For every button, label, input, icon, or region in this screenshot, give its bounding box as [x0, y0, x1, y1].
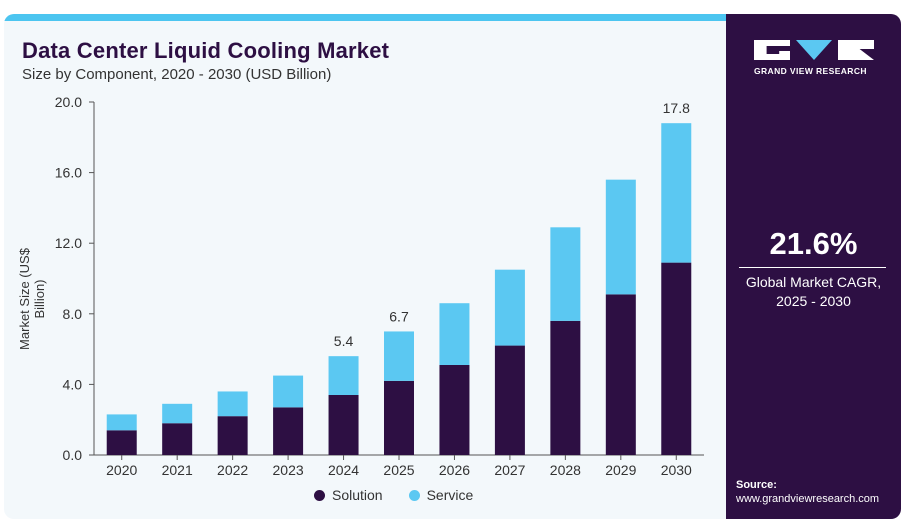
legend-label-service: Service [426, 487, 474, 503]
x-tick-label: 2025 [383, 462, 414, 478]
cagr-value: 21.6% [769, 226, 858, 261]
bar-solution-2029 [605, 294, 636, 455]
bar-service-2030 [661, 123, 692, 263]
bar-service-2023 [273, 375, 304, 408]
y-tick-label: 0.0 [63, 447, 83, 463]
legend-swatch-service [408, 489, 420, 501]
data-label-2025: 6.7 [389, 308, 409, 324]
bar-service-2024 [328, 356, 359, 395]
source-label: Source: [736, 479, 777, 491]
y-tick-label: 20.0 [55, 94, 82, 110]
y-tick-label: 12.0 [55, 235, 82, 251]
bar-service-2022 [217, 391, 248, 417]
bar-solution-2030 [661, 262, 692, 455]
sidebar-panel: GRAND VIEW RESEARCH 21.6% Global Market … [726, 14, 901, 519]
bar-service-2028 [550, 227, 581, 321]
x-tick-label: 2028 [550, 462, 581, 478]
bar-solution-2022 [217, 416, 248, 455]
source-url[interactable]: www.grandviewresearch.com [736, 493, 880, 505]
stacked-bar-chart: 0.0 4.0 8.0 12.0 16.0 20.0 2020 2021 2022 2023 202… [55, 94, 704, 478]
brand-name: GRAND VIEW RESEARCH [754, 66, 867, 76]
bar-solution-2027 [494, 345, 525, 455]
legend-item-solution: Solution [314, 487, 383, 503]
x-tick-label: 2027 [494, 462, 525, 478]
y-tick-label: 4.0 [63, 376, 83, 392]
bar-service-2027 [494, 269, 525, 346]
bar-solution-2028 [550, 320, 581, 455]
legend-label-solution: Solution [332, 487, 383, 503]
bar-solution-2026 [439, 364, 470, 455]
legend-item-service: Service [408, 487, 474, 503]
legend-swatch-solution [314, 489, 325, 501]
infographic-frame: Data Center Liquid Cooling Market Size b… [4, 14, 901, 519]
bar-solution-2020 [106, 430, 137, 455]
x-tick-label: 2022 [217, 462, 248, 478]
bar-service-2026 [439, 303, 470, 365]
brand-logo: GRAND VIEW RESEARCH [754, 40, 878, 76]
bar-solution-2025 [384, 380, 414, 455]
bar-service-2021 [162, 403, 193, 424]
top-accent-bar [4, 14, 726, 21]
x-tick-label: 2026 [439, 462, 470, 478]
data-label-2030: 17.8 [663, 100, 690, 116]
cagr-label-line2: 2025 - 2030 [776, 293, 851, 309]
x-tick-label: 2029 [605, 462, 636, 478]
bar-service-2029 [605, 179, 636, 295]
logo-mark-icon [754, 40, 878, 60]
bar-service-2020 [106, 414, 137, 431]
y-tick-label: 8.0 [63, 306, 83, 322]
x-tick-label: 2021 [162, 462, 193, 478]
bar-solution-2023 [273, 407, 304, 455]
data-label-2024: 5.4 [334, 333, 354, 349]
chart-subtitle: Size by Component, 2020 - 2030 (USD Bill… [22, 66, 332, 83]
chart-title: Data Center Liquid Cooling Market [22, 38, 390, 63]
cagr-divider [739, 267, 886, 268]
x-tick-label: 2030 [661, 462, 692, 478]
cagr-label: Global Market CAGR, 2025 - 2030 [726, 273, 901, 311]
bar-solution-2024 [328, 394, 359, 455]
legend: Solution Service [314, 487, 473, 503]
cagr-label-line1: Global Market CAGR, [745, 274, 882, 290]
bar-service-2025 [384, 331, 414, 381]
y-tick-label: 16.0 [55, 165, 82, 181]
bar-solution-2021 [162, 423, 193, 455]
x-tick-label: 2023 [273, 462, 304, 478]
x-tick-label: 2024 [328, 462, 359, 478]
x-tick-label: 2020 [106, 462, 137, 478]
